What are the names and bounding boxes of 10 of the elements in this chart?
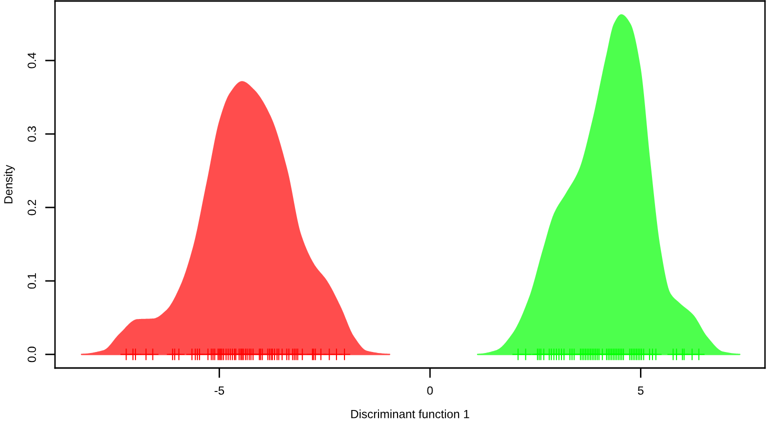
x-tick-label: -5 — [214, 386, 224, 395]
y-axis-title: Density — [4, 164, 15, 204]
y-tick-label: 0.0 — [28, 346, 36, 362]
x-tick-label: 0 — [427, 386, 433, 395]
y-tick-label: 0.1 — [28, 273, 36, 289]
x-axis-title: Discriminant function 1 — [351, 410, 470, 418]
y-tick-label: 0.2 — [28, 200, 36, 216]
x-tick-label: 5 — [638, 386, 644, 395]
y-tick-label: 0.4 — [28, 52, 36, 68]
y-tick-label: 0.3 — [28, 126, 36, 142]
